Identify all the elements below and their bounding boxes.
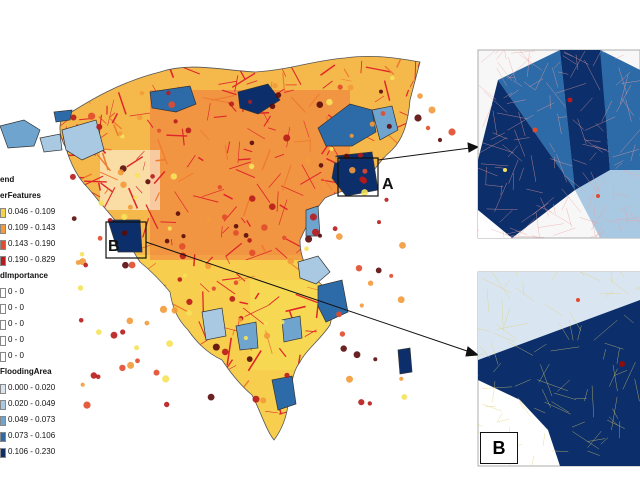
legend-item: 0.073 - 0.106 (0, 428, 110, 444)
inset-b-label: B (480, 432, 518, 464)
legend-item: 0 - 0 (0, 300, 110, 316)
legend-item-label: 0.000 - 0.020 (8, 383, 56, 392)
callout-box-a[interactable] (337, 157, 379, 197)
legend-swatch (0, 336, 6, 346)
legend-section-heading: FloodingArea (0, 367, 52, 376)
legend-item-label: 0.020 - 0.049 (8, 399, 56, 408)
legend-item: 0 - 0 (0, 284, 110, 300)
legend-swatch (0, 240, 6, 250)
legend-swatch (0, 208, 6, 218)
legend-item-label: 0.046 - 0.109 (8, 207, 56, 216)
legend-item: 0 - 0 (0, 316, 110, 332)
legend-item: 0.143 - 0.190 (0, 236, 110, 252)
feature-dots (69, 75, 456, 409)
legend-title: end (0, 175, 15, 184)
legend-swatch (0, 384, 6, 394)
legend-item-label: 0 - 0 (8, 351, 25, 360)
legend-swatch (0, 352, 6, 362)
callout-label-b: B (108, 238, 120, 255)
legend-swatch (0, 448, 6, 458)
inset-map-b[interactable] (456, 251, 640, 467)
legend-item: 0.190 - 0.829 (0, 252, 110, 268)
map-legend: end erFeatures 0.046 - 0.109 0.109 - 0.143… (0, 172, 110, 460)
legend-item: 0 - 0 (0, 348, 110, 364)
flood-zones (0, 83, 413, 411)
legend-section-heading: erFeatures (0, 191, 41, 200)
legend-item: 0.046 - 0.109 (0, 204, 110, 220)
callout-label-a: A (382, 176, 394, 193)
legend-item-label: 0 - 0 (8, 303, 25, 312)
legend-item-label: 0 - 0 (8, 319, 25, 328)
legend-item-label: 0.190 - 0.829 (8, 255, 56, 264)
legend-swatch (0, 256, 6, 266)
legend-swatch (0, 288, 6, 298)
legend-item-label: 0.143 - 0.190 (8, 239, 56, 248)
connector-arrows (145, 142, 480, 357)
legend-swatch (0, 416, 6, 426)
callout-box-b[interactable] (105, 221, 147, 259)
legend-item: 0.049 - 0.073 (0, 412, 110, 428)
legend-item: 0.106 - 0.230 (0, 444, 110, 460)
legend-swatch (0, 432, 6, 442)
inset-map-a[interactable] (476, 30, 640, 265)
legend-swatch (0, 224, 6, 234)
legend-swatch (0, 320, 6, 330)
inset-a-roads (478, 50, 640, 238)
legend-item: 0.000 - 0.020 (0, 380, 110, 396)
legend-section-heading: dImportance (0, 271, 49, 280)
legend-item-label: 0.073 - 0.106 (8, 431, 56, 440)
legend-item-label: 0 - 0 (8, 335, 25, 344)
legend-item: 0 - 0 (0, 332, 110, 348)
legend-item-label: 0.106 - 0.230 (8, 447, 56, 456)
legend-item-label: 0.049 - 0.073 (8, 415, 56, 424)
legend-swatch (0, 400, 6, 410)
legend-swatch (0, 304, 6, 314)
legend-item-label: 0 - 0 (8, 287, 25, 296)
legend-item-label: 0.109 - 0.143 (8, 223, 56, 232)
legend-item: 0.020 - 0.049 (0, 396, 110, 412)
legend-item: 0.109 - 0.143 (0, 220, 110, 236)
